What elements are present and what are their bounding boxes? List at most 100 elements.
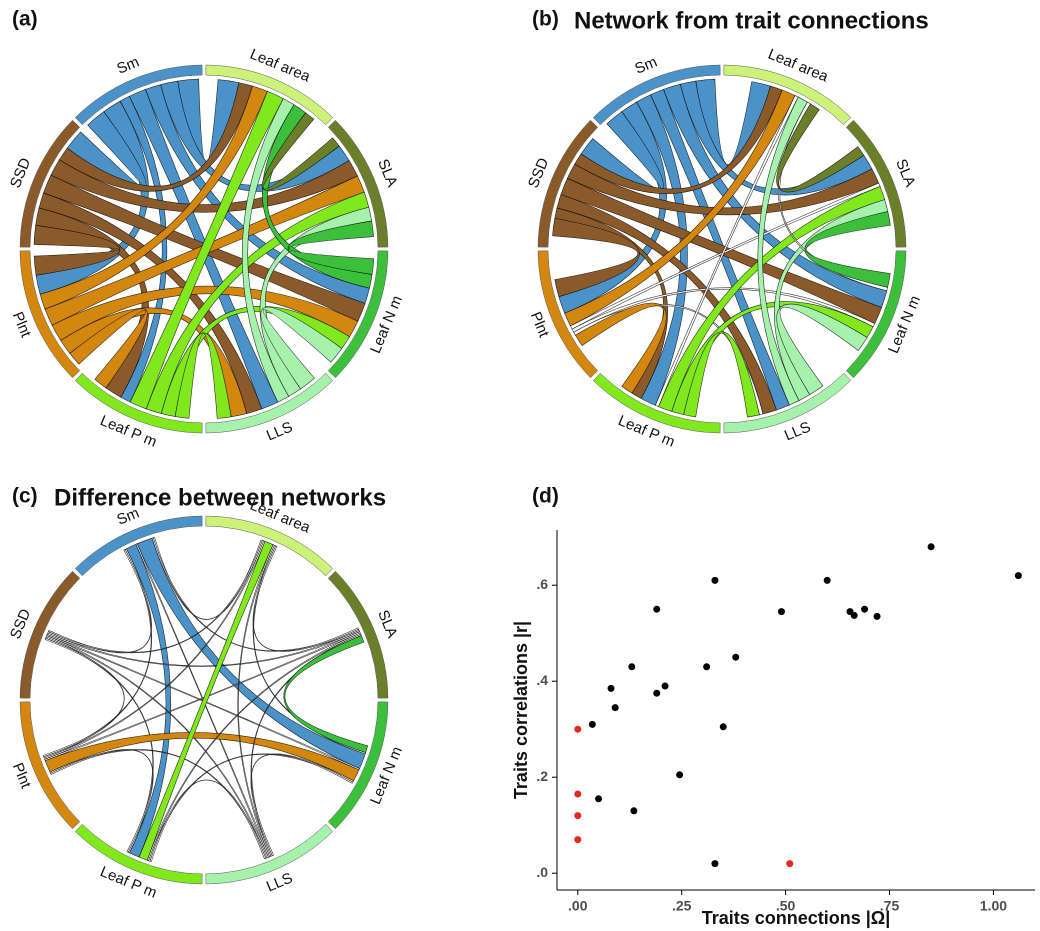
- chord-link: [161, 305, 351, 417]
- chord-link: [42, 637, 125, 758]
- chord-link: [250, 753, 354, 857]
- chord-link: [556, 194, 777, 415]
- chord-link: [259, 206, 373, 397]
- sector-arc: [537, 119, 599, 248]
- y-tick-label: .6: [536, 576, 548, 592]
- sector-arc: [327, 119, 389, 248]
- point: [574, 836, 582, 844]
- sector-arc: [74, 64, 203, 126]
- point: [1014, 572, 1022, 580]
- point: [823, 576, 831, 584]
- sector-label: Plnt: [527, 309, 553, 340]
- panel-title: Network from trait connections: [574, 7, 929, 34]
- x-tick-label: .50: [776, 898, 796, 914]
- panel-label: (b): [532, 8, 559, 31]
- point: [676, 771, 684, 779]
- chord-link: [46, 633, 360, 771]
- chord-link: [47, 539, 265, 654]
- chord-link: [138, 540, 274, 861]
- sector-arc: [74, 372, 203, 434]
- sector-label: Sm: [114, 53, 141, 77]
- chord-link: [552, 218, 640, 298]
- chord-link: [564, 89, 796, 327]
- chord-link: [574, 85, 783, 194]
- chord-link: [49, 749, 268, 859]
- sector-arc: [327, 250, 389, 379]
- point: [607, 684, 615, 692]
- chord-link: [45, 635, 269, 859]
- sector-label: SSD: [7, 155, 35, 190]
- sector-arc: [327, 570, 389, 699]
- chord-link: [654, 95, 799, 408]
- point: [850, 611, 858, 619]
- chord-link: [148, 753, 354, 862]
- sector-arc: [205, 823, 334, 885]
- chord-link: [149, 779, 267, 862]
- chord-link: [252, 544, 367, 755]
- sector-label: Plnt: [9, 760, 35, 791]
- chord-link: [683, 331, 760, 418]
- sector-arc: [845, 250, 907, 379]
- chord-link: [283, 635, 369, 753]
- y-tick-label: .4: [536, 672, 548, 688]
- chord-link: [261, 112, 340, 191]
- point: [574, 790, 582, 798]
- sector-arc: [845, 119, 907, 248]
- panel-label: (a): [12, 8, 38, 31]
- sector-arc: [592, 372, 721, 434]
- point: [653, 689, 661, 697]
- chord-link: [573, 304, 764, 416]
- x-tick-label: 1.00: [980, 898, 1007, 914]
- chord-link: [44, 631, 361, 762]
- chord-link: [560, 177, 882, 325]
- chord-link: [38, 192, 263, 414]
- chord-link: [35, 207, 149, 398]
- point: [574, 812, 582, 820]
- point: [711, 860, 719, 868]
- sector-arc: [723, 372, 852, 434]
- chord-link: [566, 163, 880, 216]
- point: [873, 612, 881, 620]
- sector-arc: [537, 250, 599, 379]
- chord-link: [554, 207, 669, 399]
- panel-title: Difference between networks: [54, 484, 386, 511]
- point: [786, 860, 794, 868]
- sector-label: Sm: [632, 53, 659, 77]
- point: [927, 543, 935, 551]
- chord-link: [152, 536, 263, 620]
- chord-link: [262, 104, 373, 289]
- point: [595, 795, 603, 803]
- chord-link: [260, 306, 343, 390]
- x-axis-title: Traits connections |Ω|: [702, 908, 891, 928]
- x-tick-label: .75: [880, 898, 900, 914]
- sector-label: Plnt: [9, 309, 35, 340]
- chord-link: [33, 224, 121, 276]
- sector-arc: [205, 64, 334, 126]
- point: [861, 605, 869, 613]
- chord-link: [757, 96, 808, 406]
- sector-label: LLS: [264, 418, 295, 444]
- sector-arc: [205, 515, 334, 577]
- panel-label: (c): [12, 485, 38, 508]
- chord-link: [44, 732, 360, 782]
- x-tick-label: .00: [568, 898, 588, 914]
- point: [703, 663, 711, 671]
- sector-arc: [74, 823, 203, 885]
- chord-link: [778, 101, 888, 292]
- sector-label: LLS: [264, 869, 295, 895]
- panel-label: (d): [532, 485, 559, 508]
- point: [661, 682, 669, 690]
- chord-link: [129, 90, 284, 410]
- chord-link: [60, 307, 247, 418]
- point: [574, 725, 582, 733]
- chord-link: [45, 636, 154, 854]
- y-tick-label: .0: [536, 864, 548, 880]
- sector-arc: [19, 250, 81, 379]
- point: [653, 605, 661, 613]
- sector-arc: [19, 119, 81, 248]
- chord-link: [43, 548, 153, 759]
